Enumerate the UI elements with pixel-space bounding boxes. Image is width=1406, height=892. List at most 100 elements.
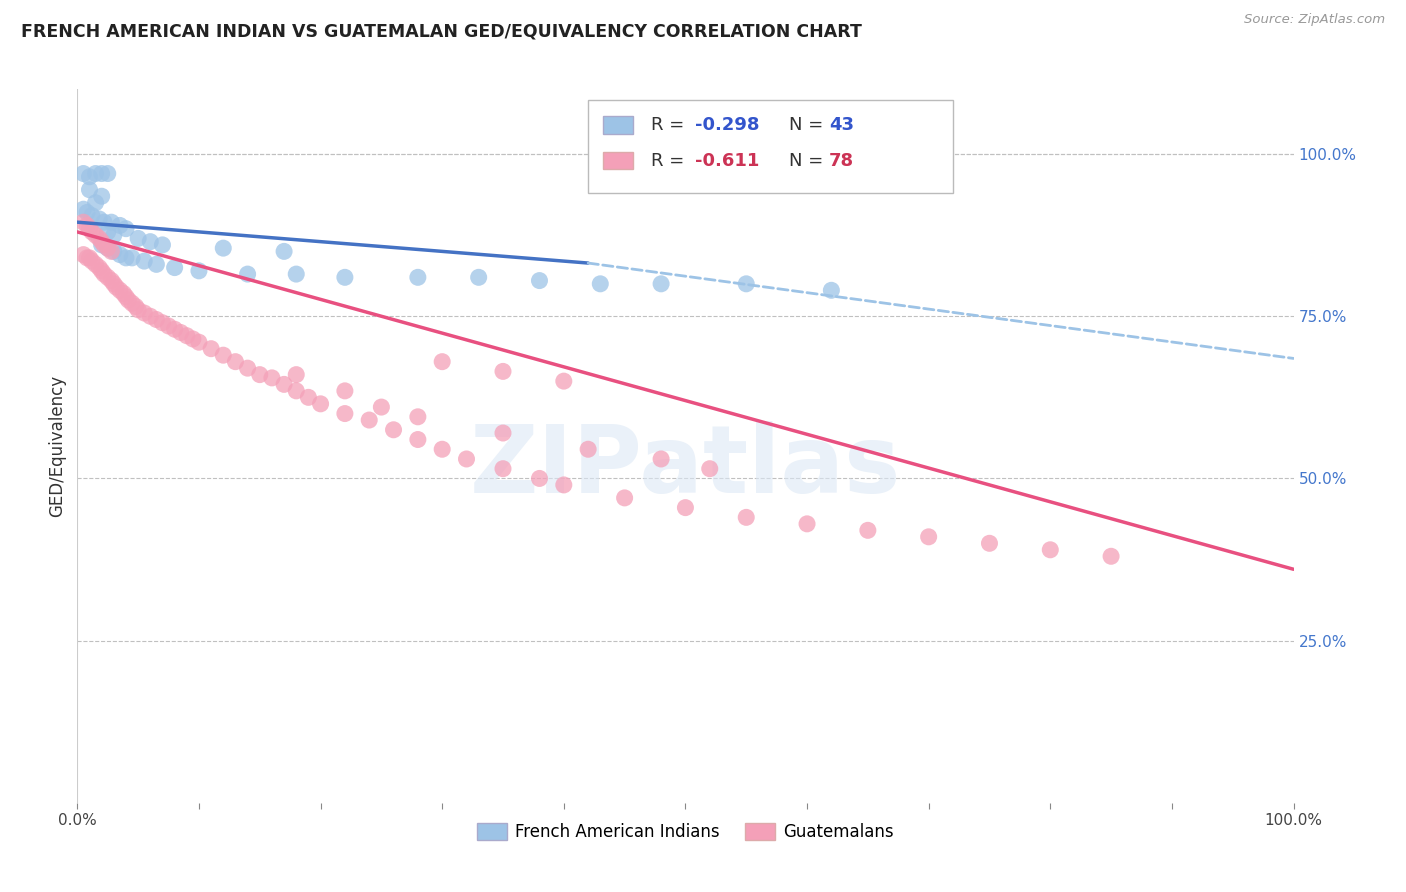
Point xyxy=(84,195,107,210)
Point xyxy=(121,251,143,265)
Point xyxy=(430,354,453,368)
Point xyxy=(529,471,551,485)
Point xyxy=(188,264,211,278)
Point xyxy=(553,478,575,492)
Point xyxy=(359,413,381,427)
Point xyxy=(103,244,125,259)
Point xyxy=(297,390,319,404)
Point xyxy=(212,348,235,362)
Point xyxy=(157,318,180,333)
Point xyxy=(163,260,186,275)
Text: R =: R = xyxy=(651,116,690,134)
Point xyxy=(735,510,758,524)
Point xyxy=(273,377,295,392)
Text: -0.298: -0.298 xyxy=(695,116,759,134)
Point xyxy=(76,219,98,233)
Point xyxy=(103,277,125,291)
Point xyxy=(125,300,148,314)
Point xyxy=(72,215,94,229)
Point xyxy=(97,241,120,255)
Point xyxy=(285,368,308,382)
Point xyxy=(90,189,112,203)
Point xyxy=(589,277,612,291)
Point xyxy=(260,371,283,385)
Point xyxy=(492,364,515,378)
Point xyxy=(90,235,112,249)
Point xyxy=(382,423,405,437)
Point xyxy=(84,257,107,271)
Point xyxy=(236,267,259,281)
Point xyxy=(93,267,115,281)
Point xyxy=(134,254,156,268)
Point xyxy=(285,384,308,398)
Point xyxy=(97,225,120,239)
Point xyxy=(333,270,356,285)
Point xyxy=(492,425,515,440)
Point xyxy=(430,442,453,457)
FancyBboxPatch shape xyxy=(588,100,953,193)
Point xyxy=(97,270,120,285)
Point xyxy=(152,316,174,330)
Point xyxy=(90,167,112,181)
Point xyxy=(89,260,111,275)
Point xyxy=(333,384,356,398)
Point xyxy=(100,274,122,288)
Text: 78: 78 xyxy=(830,152,853,169)
Point xyxy=(90,238,112,252)
Point xyxy=(145,312,167,326)
Point xyxy=(84,228,107,243)
Point xyxy=(467,270,489,285)
Point xyxy=(796,516,818,531)
Point xyxy=(576,442,599,457)
Text: 43: 43 xyxy=(830,116,853,134)
Point xyxy=(699,461,721,475)
Point xyxy=(100,244,122,259)
Point xyxy=(236,361,259,376)
Point xyxy=(79,251,101,265)
Point xyxy=(249,368,271,382)
Point xyxy=(224,354,246,368)
Point xyxy=(127,231,149,245)
Point xyxy=(121,296,143,310)
Point xyxy=(79,183,101,197)
Point xyxy=(333,407,356,421)
Point xyxy=(406,433,429,447)
Point xyxy=(84,167,107,181)
Point xyxy=(309,397,332,411)
Point xyxy=(200,342,222,356)
Point xyxy=(163,322,186,336)
Point xyxy=(117,293,139,307)
Point xyxy=(105,280,128,294)
Point xyxy=(108,247,131,261)
Point xyxy=(89,211,111,226)
Point xyxy=(1039,542,1062,557)
Point xyxy=(89,231,111,245)
FancyBboxPatch shape xyxy=(603,152,633,169)
Point xyxy=(97,167,120,181)
Text: -0.611: -0.611 xyxy=(695,152,759,169)
Point xyxy=(613,491,636,505)
Point xyxy=(152,238,174,252)
Point xyxy=(97,241,120,255)
Text: N =: N = xyxy=(789,152,828,169)
Point xyxy=(79,169,101,184)
Point xyxy=(115,251,138,265)
Point xyxy=(80,209,103,223)
Point xyxy=(115,221,138,235)
Point xyxy=(553,374,575,388)
Point xyxy=(72,247,94,261)
Point xyxy=(79,221,101,235)
Text: N =: N = xyxy=(789,116,828,134)
Point xyxy=(100,215,122,229)
Point xyxy=(108,283,131,297)
Point xyxy=(735,277,758,291)
Point xyxy=(80,254,103,268)
Point xyxy=(492,461,515,475)
Point xyxy=(181,332,204,346)
Point xyxy=(134,306,156,320)
Legend: French American Indians, Guatemalans: French American Indians, Guatemalans xyxy=(470,816,901,848)
Point xyxy=(108,219,131,233)
Text: Source: ZipAtlas.com: Source: ZipAtlas.com xyxy=(1244,13,1385,27)
Text: FRENCH AMERICAN INDIAN VS GUATEMALAN GED/EQUIVALENCY CORRELATION CHART: FRENCH AMERICAN INDIAN VS GUATEMALAN GED… xyxy=(21,22,862,40)
Point xyxy=(820,283,842,297)
